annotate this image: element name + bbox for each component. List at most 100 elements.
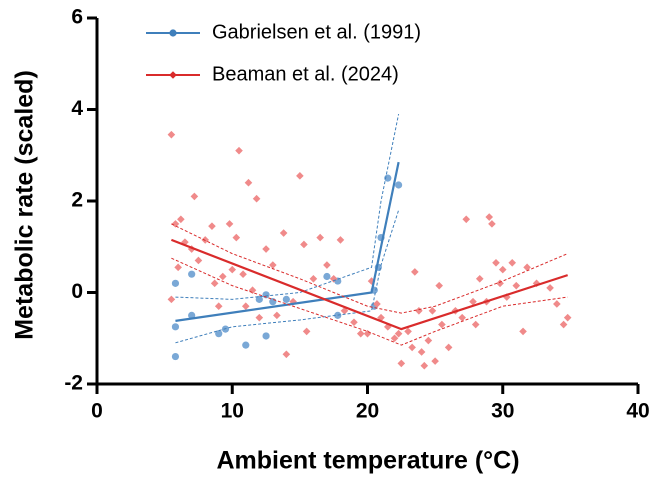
point — [232, 233, 241, 242]
point — [492, 258, 500, 267]
legend-marker — [169, 71, 177, 79]
point — [244, 178, 253, 187]
point — [255, 313, 264, 322]
point — [228, 265, 237, 274]
point — [397, 359, 406, 368]
point — [289, 297, 297, 306]
point — [252, 194, 261, 203]
point — [239, 270, 247, 278]
point — [269, 298, 277, 306]
point — [218, 272, 227, 281]
point — [350, 318, 358, 327]
point — [395, 181, 403, 189]
point — [559, 320, 568, 329]
point — [431, 357, 439, 365]
point — [208, 222, 216, 230]
point — [215, 330, 223, 338]
point — [475, 274, 484, 283]
point — [329, 274, 338, 283]
point — [214, 302, 223, 311]
point — [563, 313, 572, 322]
x-tick-label: 20 — [356, 400, 379, 423]
point — [532, 279, 541, 288]
point — [190, 192, 199, 201]
fit-line — [175, 161, 400, 322]
point — [302, 327, 311, 336]
point — [519, 327, 527, 336]
x-tick-label: 10 — [221, 400, 244, 423]
point — [255, 295, 263, 303]
point — [210, 279, 219, 288]
point — [167, 130, 176, 139]
point — [408, 343, 416, 352]
point — [269, 261, 277, 269]
y-tick-label: 0 — [71, 280, 83, 303]
point — [458, 313, 466, 322]
point — [428, 307, 437, 315]
y-tick-label: 6 — [71, 6, 83, 29]
point — [420, 361, 429, 370]
legend-label: Gabrielsen et al. (1991) — [212, 21, 421, 43]
point — [424, 336, 433, 345]
point — [367, 277, 376, 285]
y-tick-label: 4 — [71, 97, 83, 120]
point — [167, 295, 176, 304]
point — [373, 300, 381, 308]
point — [316, 233, 324, 242]
y-tick-label: 2 — [71, 189, 83, 212]
point — [438, 320, 446, 329]
point — [187, 245, 196, 253]
point — [503, 293, 511, 301]
point — [356, 329, 365, 338]
legend-label: Beaman et al. (2024) — [212, 63, 399, 85]
point — [171, 323, 180, 331]
point — [225, 220, 234, 228]
point — [323, 272, 331, 281]
point — [282, 295, 290, 303]
point — [512, 281, 521, 290]
point — [171, 220, 180, 228]
point — [174, 263, 182, 272]
x-tick-label: 0 — [91, 400, 103, 423]
ci-upper — [175, 113, 400, 300]
point — [485, 213, 494, 221]
ci-upper — [171, 223, 568, 314]
point — [417, 348, 426, 356]
point — [508, 258, 517, 267]
point — [523, 263, 531, 272]
point — [241, 302, 250, 311]
point — [462, 215, 471, 224]
ci-lower — [171, 257, 568, 346]
point — [435, 281, 443, 290]
point — [282, 350, 291, 359]
point — [336, 236, 345, 244]
point — [546, 284, 554, 292]
point — [444, 343, 453, 352]
point — [262, 332, 270, 340]
point — [404, 327, 412, 336]
point — [262, 245, 270, 253]
point — [171, 279, 180, 287]
point — [279, 229, 288, 237]
point — [471, 320, 480, 329]
point — [248, 286, 257, 295]
point — [488, 220, 496, 228]
point — [300, 240, 308, 249]
point — [498, 265, 507, 274]
y-tick-label: -2 — [64, 372, 83, 395]
x-tick-label: 30 — [491, 400, 514, 423]
y-axis-title: Metabolic rate (scaled) — [11, 70, 39, 340]
point — [194, 256, 203, 265]
legend-marker — [169, 29, 177, 37]
point — [390, 334, 399, 343]
x-axis-title: Ambient temperature (°C) — [216, 447, 519, 475]
point — [496, 279, 504, 288]
point — [273, 311, 281, 320]
point — [553, 300, 561, 308]
point — [242, 341, 250, 349]
point — [171, 352, 180, 361]
point — [181, 238, 189, 246]
point — [411, 268, 419, 276]
point — [177, 215, 185, 224]
